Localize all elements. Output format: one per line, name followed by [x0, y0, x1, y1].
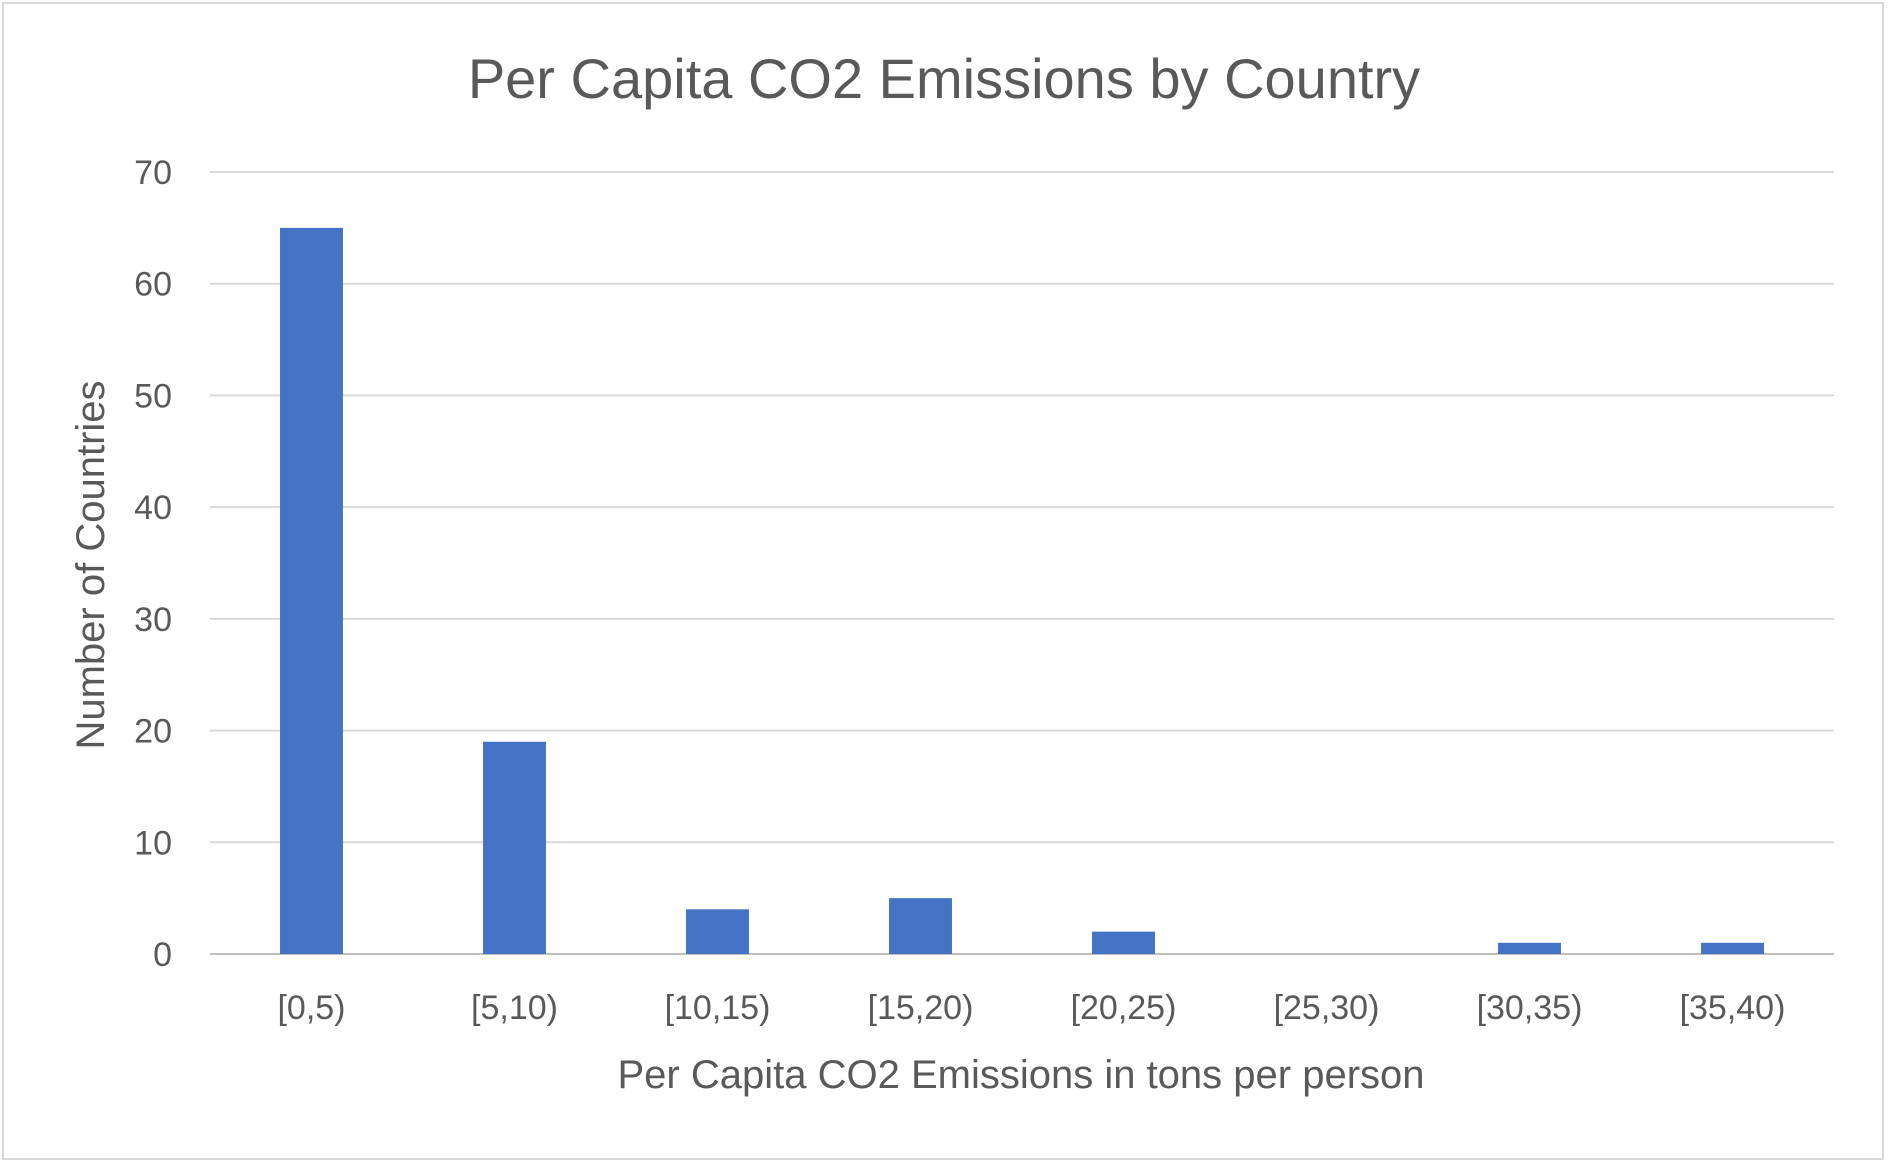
y-tick-label: 10 — [134, 824, 172, 862]
gridlines — [210, 171, 1834, 955]
x-tick-label: [25,30) — [1274, 989, 1380, 1027]
y-tick-label: 20 — [134, 713, 172, 751]
y-tick-label: 60 — [134, 266, 172, 304]
bar — [483, 741, 546, 954]
y-tick-label: 50 — [134, 377, 172, 415]
chart-title: Per Capita CO2 Emissions by Country — [468, 47, 1420, 110]
x-axis-ticks: [0,5) [5,10) [10,15) [15,20) [20,25) [25,30) [… — [277, 989, 1785, 1027]
x-axis-title: Per Capita CO2 Emissions in tons per per… — [617, 1053, 1424, 1097]
x-tick-label: [30,35) — [1477, 989, 1583, 1027]
y-axis-title: Number of Countries — [69, 380, 113, 749]
x-tick-label: [15,20) — [868, 989, 974, 1027]
bar — [280, 227, 343, 954]
bar — [1701, 942, 1764, 954]
x-tick-label: [0,5) — [277, 989, 345, 1027]
bar — [1498, 942, 1561, 954]
x-tick-label: [5,10) — [471, 989, 558, 1027]
bar — [1092, 931, 1155, 954]
bars — [280, 227, 1764, 954]
bar — [686, 909, 749, 954]
y-tick-label: 40 — [134, 489, 172, 527]
bar — [889, 898, 952, 954]
y-axis-ticks: 0 10 20 30 40 50 60 70 — [134, 154, 172, 974]
y-tick-label: 0 — [153, 936, 172, 974]
x-tick-label: [20,25) — [1071, 989, 1177, 1027]
y-tick-label: 70 — [134, 154, 172, 192]
x-tick-label: [10,15) — [665, 989, 771, 1027]
x-tick-label: [35,40) — [1680, 989, 1786, 1027]
y-tick-label: 30 — [134, 601, 172, 639]
